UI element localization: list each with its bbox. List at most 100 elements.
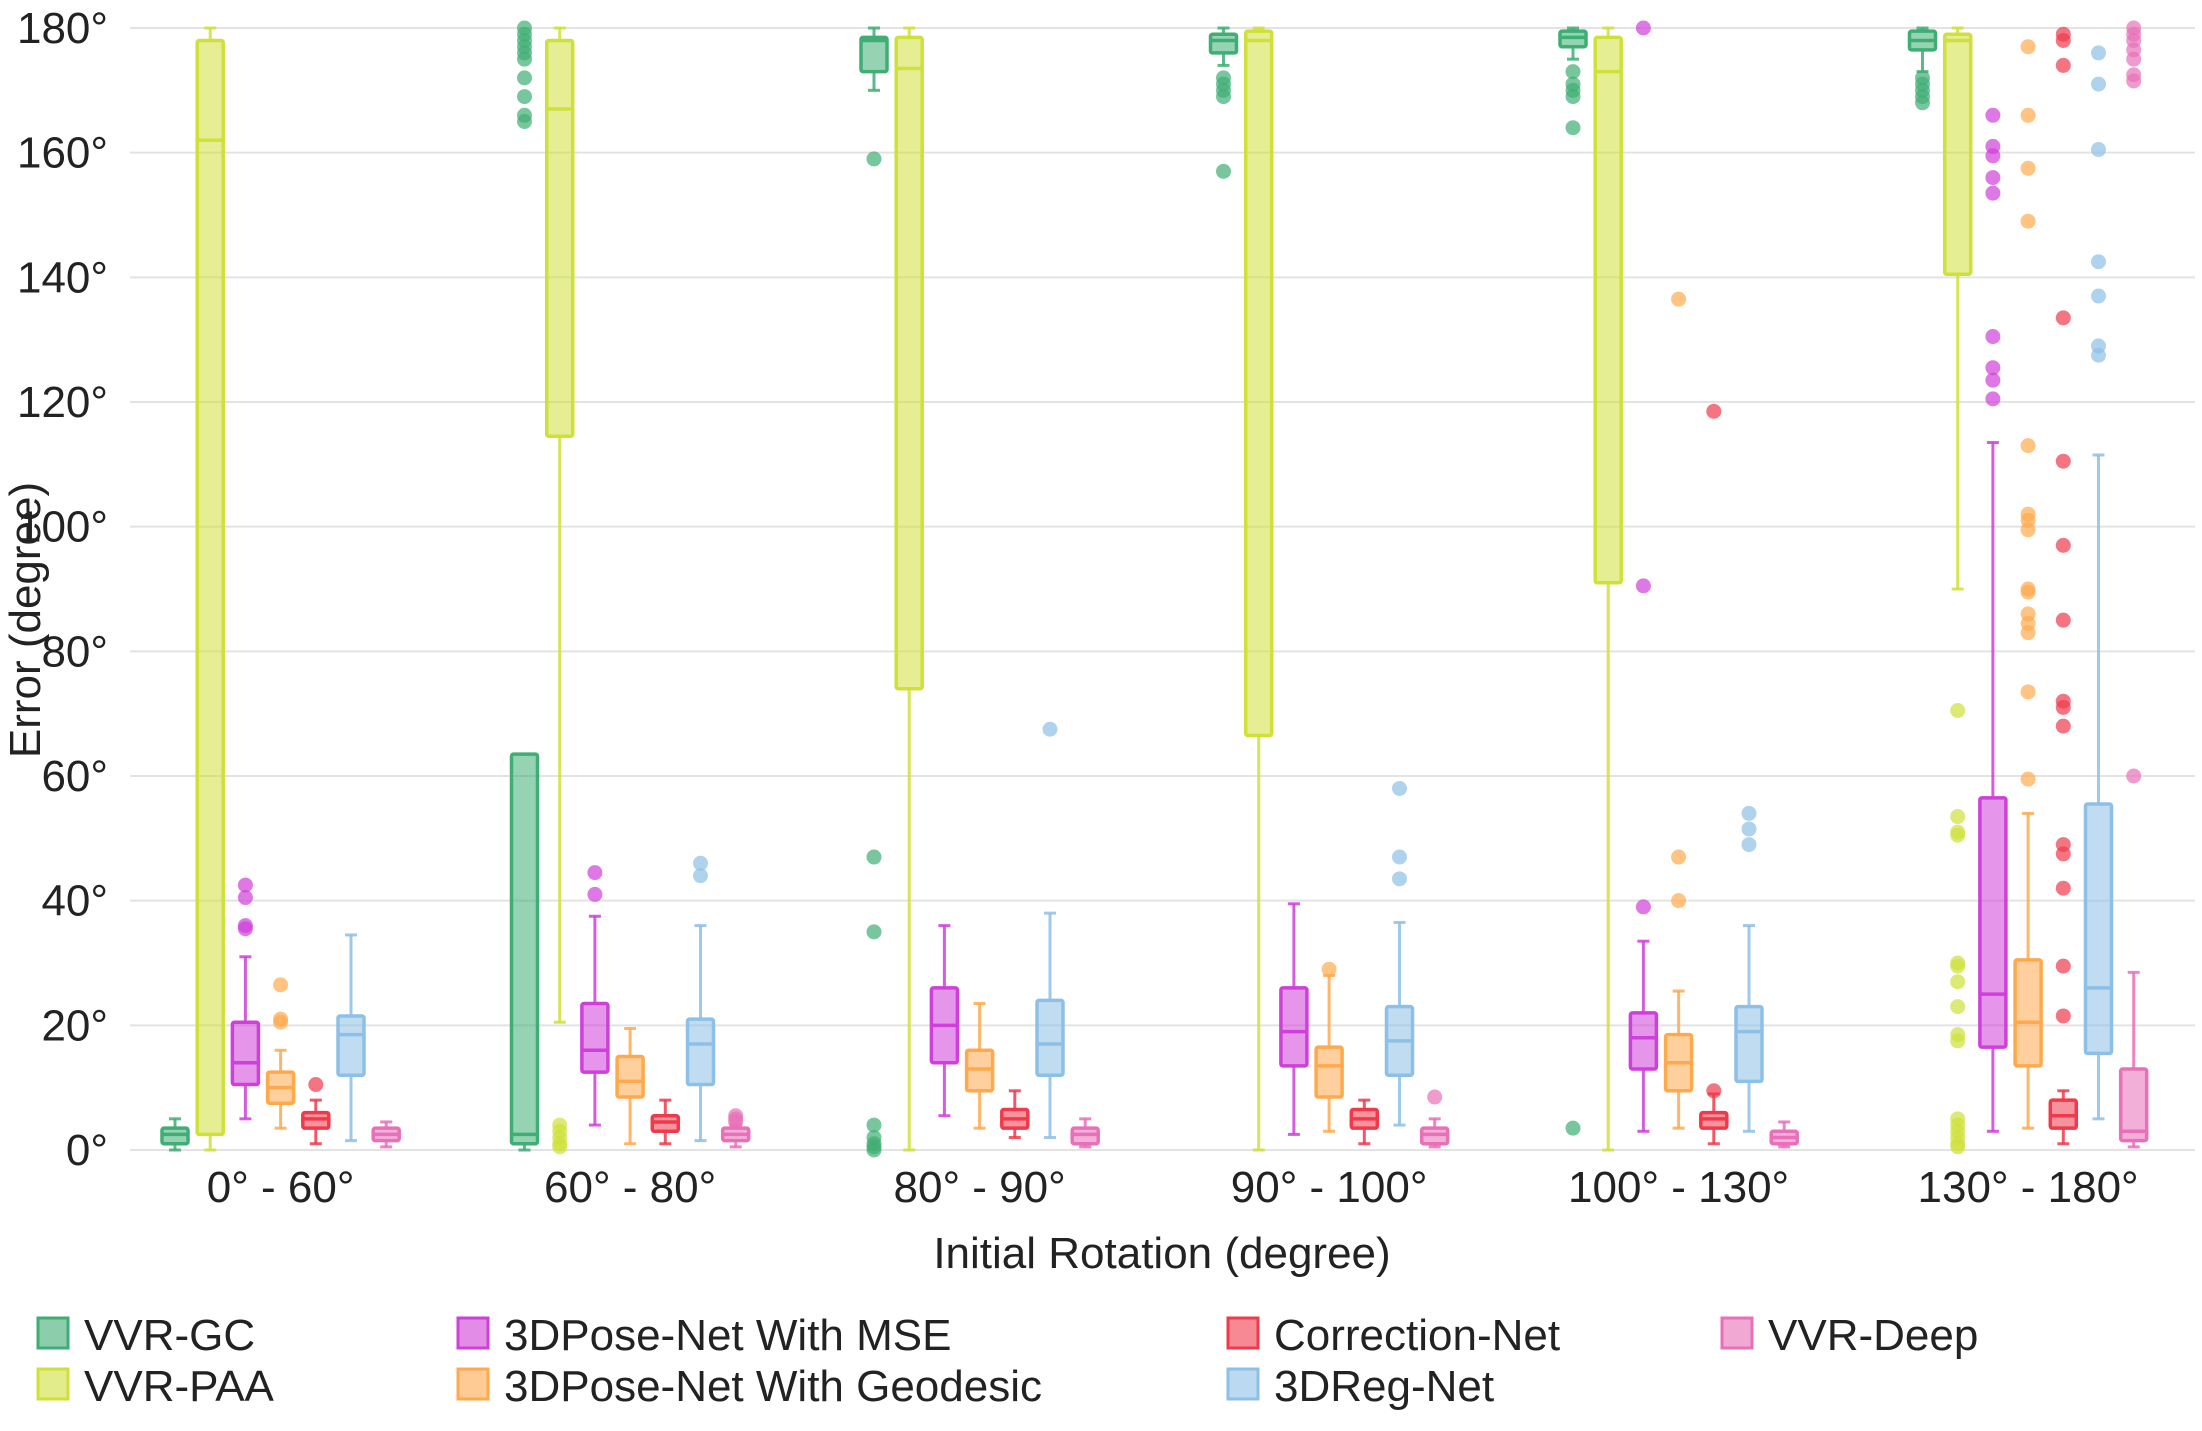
outlier-point [866,849,882,865]
outlier-point [2091,338,2106,354]
y-tick-label: 100° [17,503,108,552]
legend-swatch [36,1367,70,1401]
y-tick-label: 120° [17,378,108,427]
box-plot [1978,107,2008,1133]
box-plot [2013,39,2043,1130]
outlier-point [2055,310,2071,326]
box [1734,1004,1764,1084]
legend-item: 3DPose-Net With Geodesic [456,1362,1042,1411]
legend-label: 3DPose-Net With MSE [504,1311,951,1360]
outlier-point [1950,827,1966,843]
box-plot [1907,26,1938,111]
box-plot [1699,403,1729,1146]
outlier-point [1950,958,1966,974]
outlier-point [2091,76,2106,92]
box-plot [230,877,261,1121]
outlier-point [517,89,532,105]
legend-label: VVR-GC [84,1311,255,1360]
outlier-point [1671,893,1687,909]
x-axis-ticks: 0° - 60° 60° - 80° 80° - 90° 90° - 100° 100°… [207,1163,2139,1212]
outlier-point [2020,771,2036,787]
outlier-point [1950,1033,1966,1049]
outlier-point [2055,26,2071,42]
box-plot [650,1098,681,1146]
series-vvr-gc [160,20,1938,1158]
outlier-point [2055,57,2071,73]
outlier-point [2055,880,2071,896]
outlier-point [2020,506,2036,522]
box-plot [544,26,575,1155]
outlier-point [1321,961,1337,977]
box [1035,998,1065,1077]
legend-item: VVR-PAA [36,1362,275,1411]
outlier-point [273,1011,289,1027]
box-plot [1208,26,1239,179]
box-plot [1384,780,1415,1127]
box-plot [1628,20,1659,1133]
outlier-point [1741,837,1757,853]
legend-item: 3DReg-Net [1226,1362,1494,1411]
x-tick-label: 80° - 90° [894,1163,1066,1212]
outlier-point [2126,20,2142,36]
legend-swatch [456,1316,490,1350]
legend-label: 3DReg-Net [1274,1362,1494,1411]
outlier-point [1741,821,1757,837]
outlier-point [1671,849,1687,865]
outlier-point [2055,1008,2071,1024]
box [894,35,924,691]
box-plot [265,977,296,1130]
outlier-point [2091,288,2106,304]
box [544,38,575,439]
box-plot [859,26,889,1158]
outlier-point [1985,107,2001,123]
outlier-point [1427,1089,1443,1105]
box-plot [580,865,610,1127]
outlier-point [866,151,882,167]
outlier-point [2055,718,2071,734]
outlier-point [1950,974,1966,990]
outlier-point [1950,703,1966,719]
y-tick-label: 160° [17,129,108,178]
y-tick-label: 140° [17,253,108,302]
box [1314,1045,1344,1099]
series-correction-net [301,26,2079,1146]
outlier-point [1950,1139,1966,1155]
outlier-point [2020,213,2036,229]
box [195,38,225,1137]
outlier-point [587,886,603,902]
box-plot [160,1117,190,1152]
outlier-point [2055,837,2071,853]
y-tick-label: 60° [41,752,108,801]
box-plot [1349,1098,1380,1146]
outlier-point [2055,612,2071,628]
x-tick-label: 130° - 180° [1918,1163,2139,1212]
y-tick-label: 80° [41,627,108,676]
outlier-point [1985,391,2001,407]
box-plot [371,1120,401,1149]
box-plot [615,1026,645,1146]
legend-swatch [1720,1316,1754,1350]
box [1628,1011,1659,1071]
outlier-point [552,1117,568,1133]
legend-swatch [1226,1367,1260,1401]
y-axis-title: Error (degree) [1,482,50,758]
outlier-point [2020,438,2036,454]
outlier-point [2020,160,2036,176]
outlier-point [693,855,708,871]
legend-label: 3DPose-Net With Geodesic [504,1362,1042,1411]
y-tick-label: 180° [17,4,108,53]
series-3dpose-net-with-mse [230,20,2008,1136]
box [1208,32,1239,55]
outlier-point [1915,70,1930,86]
box-plot [1663,291,1694,1130]
outlier-point [866,924,882,940]
outlier-point [2055,453,2071,469]
outlier-point [1565,64,1581,80]
outlier-point [2091,142,2106,158]
box [1978,796,2008,1049]
outlier-point [1985,372,2001,388]
outlier-point [308,1077,324,1093]
outlier-point [866,1142,882,1158]
box-plot [1419,1089,1450,1149]
